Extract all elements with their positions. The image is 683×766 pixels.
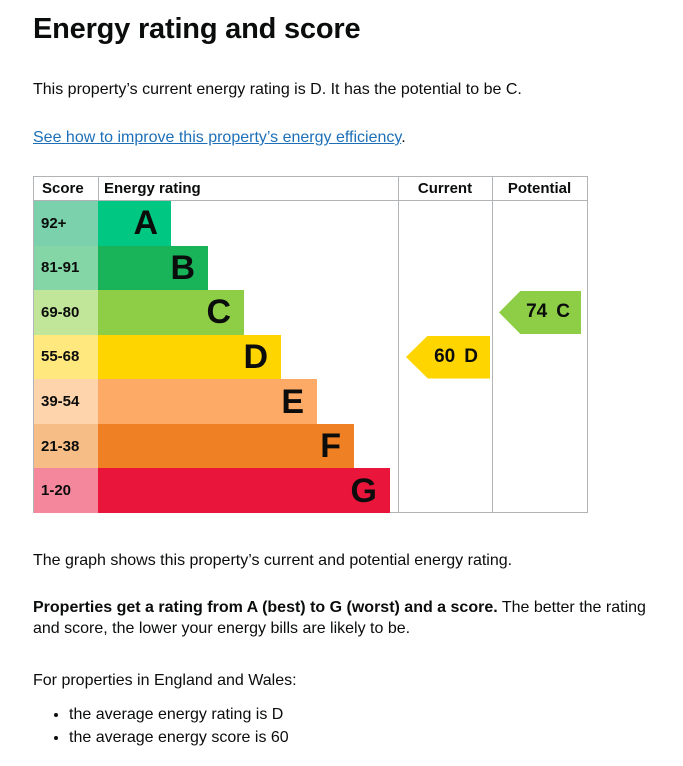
band-bar: A bbox=[98, 201, 171, 246]
band-bar: F bbox=[98, 423, 354, 469]
energy-band-row: 69-80 C bbox=[34, 290, 244, 335]
score-range-cell: 39-54 bbox=[34, 379, 98, 424]
rating-explanation: Properties get a rating from A (best) to… bbox=[33, 597, 655, 639]
score-header-divider bbox=[98, 177, 99, 200]
energy-rating-chart: Score Energy rating Current Potential 92… bbox=[33, 176, 588, 513]
score-range-cell: 55-68 bbox=[34, 334, 98, 380]
average-rating-item: the average energy rating is D bbox=[69, 704, 289, 725]
energy-band-row: 55-68 D bbox=[34, 334, 281, 380]
band-bar: G bbox=[98, 468, 390, 513]
score-range-cell: 1-20 bbox=[34, 468, 98, 513]
energy-band-row: 39-54 E bbox=[34, 379, 317, 424]
score-column-header: Score bbox=[42, 180, 84, 197]
band-bar: D bbox=[98, 334, 281, 380]
rating-column-header: Energy rating bbox=[104, 180, 201, 197]
intro-text: This property’s current energy rating is… bbox=[33, 81, 522, 98]
improve-efficiency-link[interactable]: See how to improve this property’s energ… bbox=[33, 129, 402, 146]
current-column-header: Current bbox=[417, 180, 473, 197]
potential-score: 74 bbox=[526, 301, 548, 323]
graph-caption: The graph shows this property’s current … bbox=[33, 552, 513, 569]
score-range-cell: 21-38 bbox=[34, 423, 98, 469]
potential-rating-arrow: 74 C bbox=[499, 290, 581, 334]
rating-explanation-rest: The better the rating and score, the low… bbox=[33, 599, 646, 637]
band-bar: B bbox=[98, 245, 208, 291]
potential-column-divider bbox=[492, 177, 493, 512]
link-period: . bbox=[401, 129, 406, 146]
score-range-cell: 81-91 bbox=[34, 245, 98, 291]
current-rating-arrow: 60 D bbox=[406, 335, 490, 379]
average-score-item: the average energy score is 60 bbox=[69, 727, 289, 748]
region-line: For properties in England and Wales: bbox=[33, 672, 297, 689]
current-band: D bbox=[464, 346, 478, 367]
energy-band-row: 92+ A bbox=[34, 201, 171, 246]
potential-column-header: Potential bbox=[507, 180, 572, 197]
score-range-cell: 92+ bbox=[34, 201, 98, 246]
score-range-cell: 69-80 bbox=[34, 290, 98, 335]
energy-band-row: 1-20 G bbox=[34, 468, 390, 513]
current-score: 60 bbox=[434, 346, 456, 367]
averages-list: the average energy rating is D the avera… bbox=[33, 704, 289, 750]
page-title: Energy rating and score bbox=[33, 13, 361, 45]
chart-header-row: Score Energy rating Current Potential bbox=[34, 177, 587, 201]
band-bar: C bbox=[98, 290, 244, 335]
current-column-divider bbox=[398, 177, 399, 512]
energy-band-row: 81-91 B bbox=[34, 245, 208, 291]
rating-explanation-bold: Properties get a rating from A (best) to… bbox=[33, 599, 498, 616]
energy-band-row: 21-38 F bbox=[34, 423, 354, 469]
band-bar: E bbox=[98, 379, 317, 424]
potential-band: C bbox=[556, 301, 570, 323]
improve-link-line: See how to improve this property’s energ… bbox=[33, 127, 406, 148]
